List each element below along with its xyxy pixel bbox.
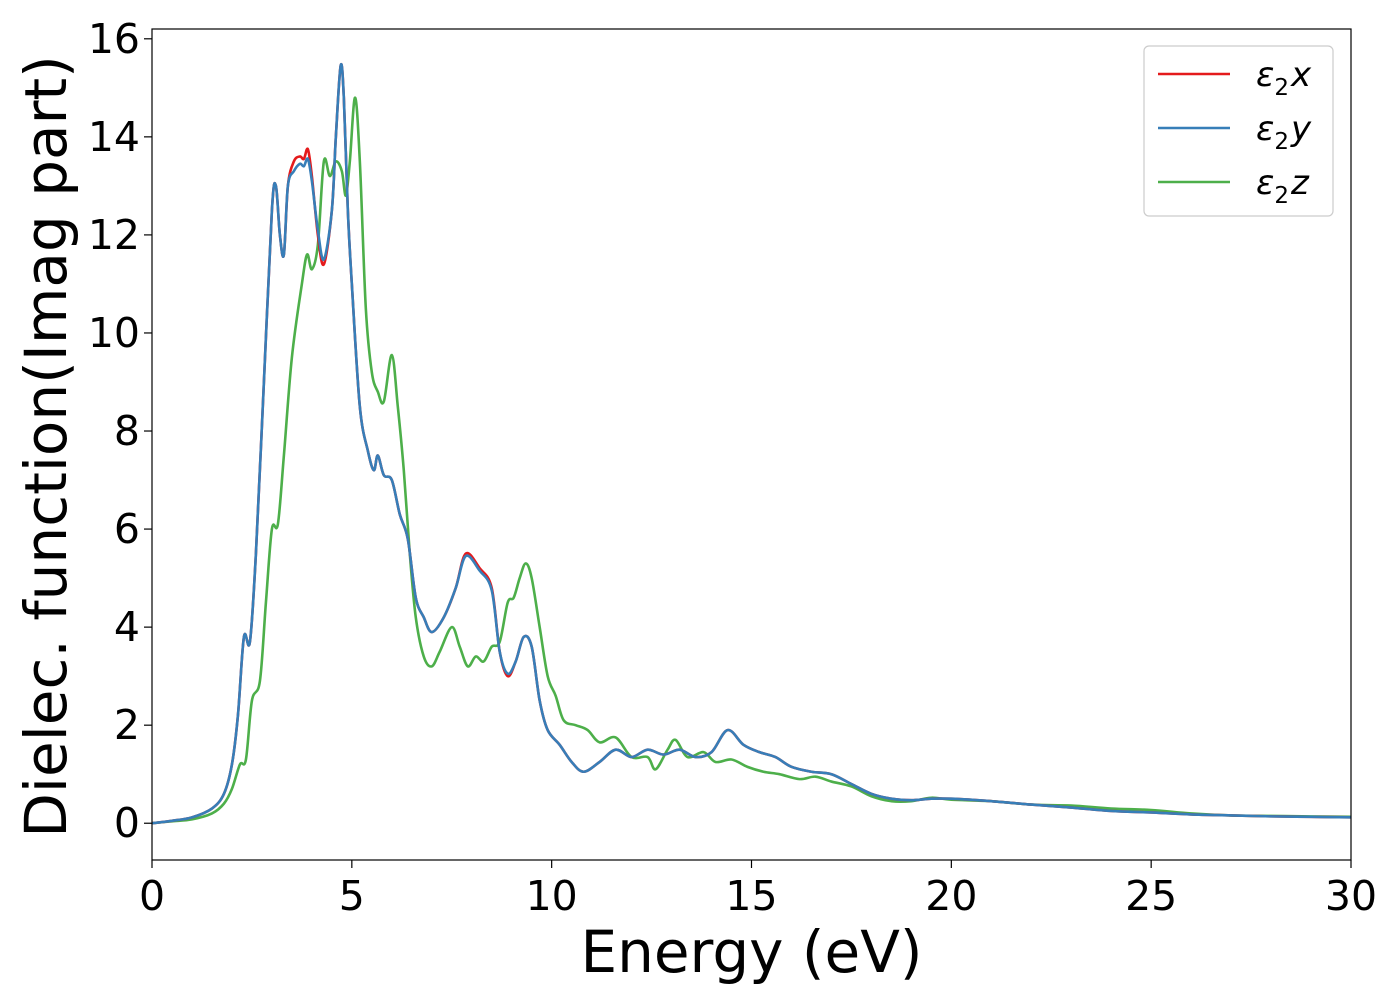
x-tick-label: 15 <box>725 872 777 920</box>
y-tick-label: 2 <box>114 701 140 749</box>
y-tick-label: 12 <box>88 211 140 259</box>
x-tick-label: 10 <box>526 872 578 920</box>
legend: ε2x ε2y ε2z <box>1143 45 1334 217</box>
series-layer <box>152 62 1351 825</box>
y-tick-label: 16 <box>88 15 140 63</box>
y-axis-title: Dielec. function(Imag part) <box>12 55 80 838</box>
x-tick-label: 30 <box>1325 872 1377 920</box>
legend-label: ε2y <box>1256 109 1312 155</box>
legend-label: ε2x <box>1256 55 1312 101</box>
legend-label: ε2z <box>1256 163 1310 209</box>
x-tick-label: 25 <box>1125 872 1177 920</box>
x-tick-label: 0 <box>139 872 165 920</box>
y-tick-label: 4 <box>114 603 140 651</box>
series-line-ε2y <box>152 62 1351 825</box>
y-tick-label: 0 <box>114 799 140 847</box>
series-lines <box>152 62 1351 825</box>
y-tick-label: 10 <box>88 309 140 357</box>
y-tick-label: 6 <box>114 505 140 553</box>
x-axis: 0 5 10 15 20 25 30 <box>139 860 1377 920</box>
y-tick-label: 14 <box>88 113 140 161</box>
x-tick-label: 5 <box>339 872 365 920</box>
legend-box <box>1143 45 1334 217</box>
x-axis-title: Energy (eV) <box>580 918 922 986</box>
x-tick-label: 20 <box>925 872 977 920</box>
y-tick-label: 8 <box>114 407 140 455</box>
series-line-ε2z <box>152 96 1351 825</box>
y-axis: 0 2 4 6 8 10 12 14 16 <box>88 15 152 847</box>
